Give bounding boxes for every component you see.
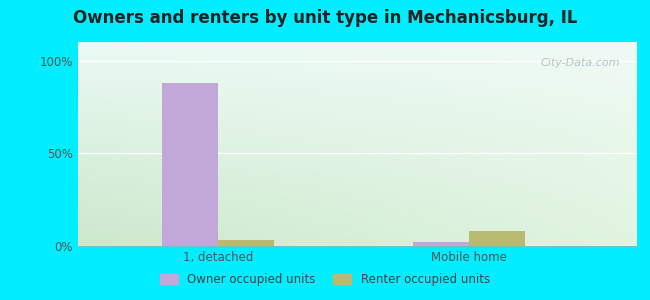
Bar <box>469 231 525 246</box>
Bar <box>162 83 218 246</box>
Bar <box>218 240 274 246</box>
Legend: Owner occupied units, Renter occupied units: Owner occupied units, Renter occupied un… <box>155 269 495 291</box>
Text: City-Data.com: City-Data.com <box>541 58 620 68</box>
Bar <box>413 242 469 246</box>
Text: Owners and renters by unit type in Mechanicsburg, IL: Owners and renters by unit type in Mecha… <box>73 9 577 27</box>
